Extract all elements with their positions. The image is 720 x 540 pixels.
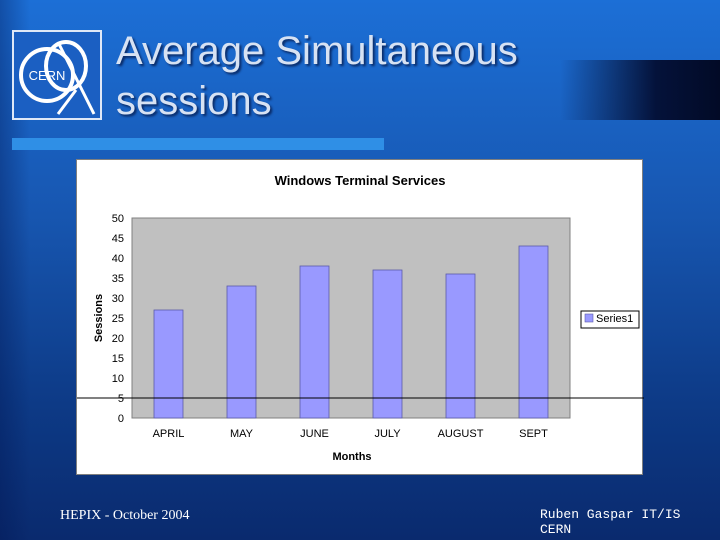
y-tick-label: 25 (112, 313, 124, 325)
bar-july (372, 269, 403, 419)
y-tick-label: 40 (112, 253, 124, 265)
y-tick-label: 15 (112, 353, 124, 365)
bar-april (153, 309, 184, 419)
logo-text: CERN (29, 68, 66, 83)
accent-bar (12, 138, 384, 150)
x-tick-label: AUGUST (438, 428, 484, 440)
bar-may (226, 285, 257, 419)
y-axis-label: Sessions (93, 294, 105, 342)
y-tick-label: 35 (112, 273, 124, 285)
bar-sept (518, 245, 549, 419)
x-tick-label: MAY (230, 428, 254, 440)
footer-author: Ruben Gaspar IT/IS CERN (540, 507, 681, 537)
y-tick-label: 20 (112, 333, 124, 345)
y-tick-label: 5 (118, 393, 124, 405)
bar-august (445, 273, 476, 419)
x-tick-label: SEPT (519, 428, 548, 440)
y-tick-label: 10 (112, 373, 124, 385)
y-tick-label: 0 (118, 413, 124, 425)
slide-title: Average Simultaneous sessions (116, 29, 518, 123)
x-tick-label: JUNE (300, 428, 329, 440)
x-tick-label: APRIL (153, 428, 185, 440)
legend-box (580, 310, 640, 329)
y-tick-label: 45 (112, 233, 124, 245)
chart-container: Windows Terminal Services Sessions Month… (76, 159, 644, 475)
cern-logo: CERN (12, 30, 102, 120)
footer-event: HEPIX - October 2004 (60, 508, 190, 523)
title-dark-band (560, 60, 720, 120)
bar-chart: Windows Terminal Services Sessions Month… (77, 173, 644, 463)
x-tick-label: JULY (374, 428, 401, 440)
legend-swatch (584, 313, 594, 323)
y-tick-label: 30 (112, 293, 124, 305)
chart-title: Windows Terminal Services (275, 173, 446, 188)
bar-june (299, 265, 330, 419)
legend-label: Series1 (596, 313, 633, 325)
x-axis-label: Months (332, 451, 371, 463)
y-tick-label: 50 (112, 213, 124, 225)
plot-area (131, 217, 571, 419)
